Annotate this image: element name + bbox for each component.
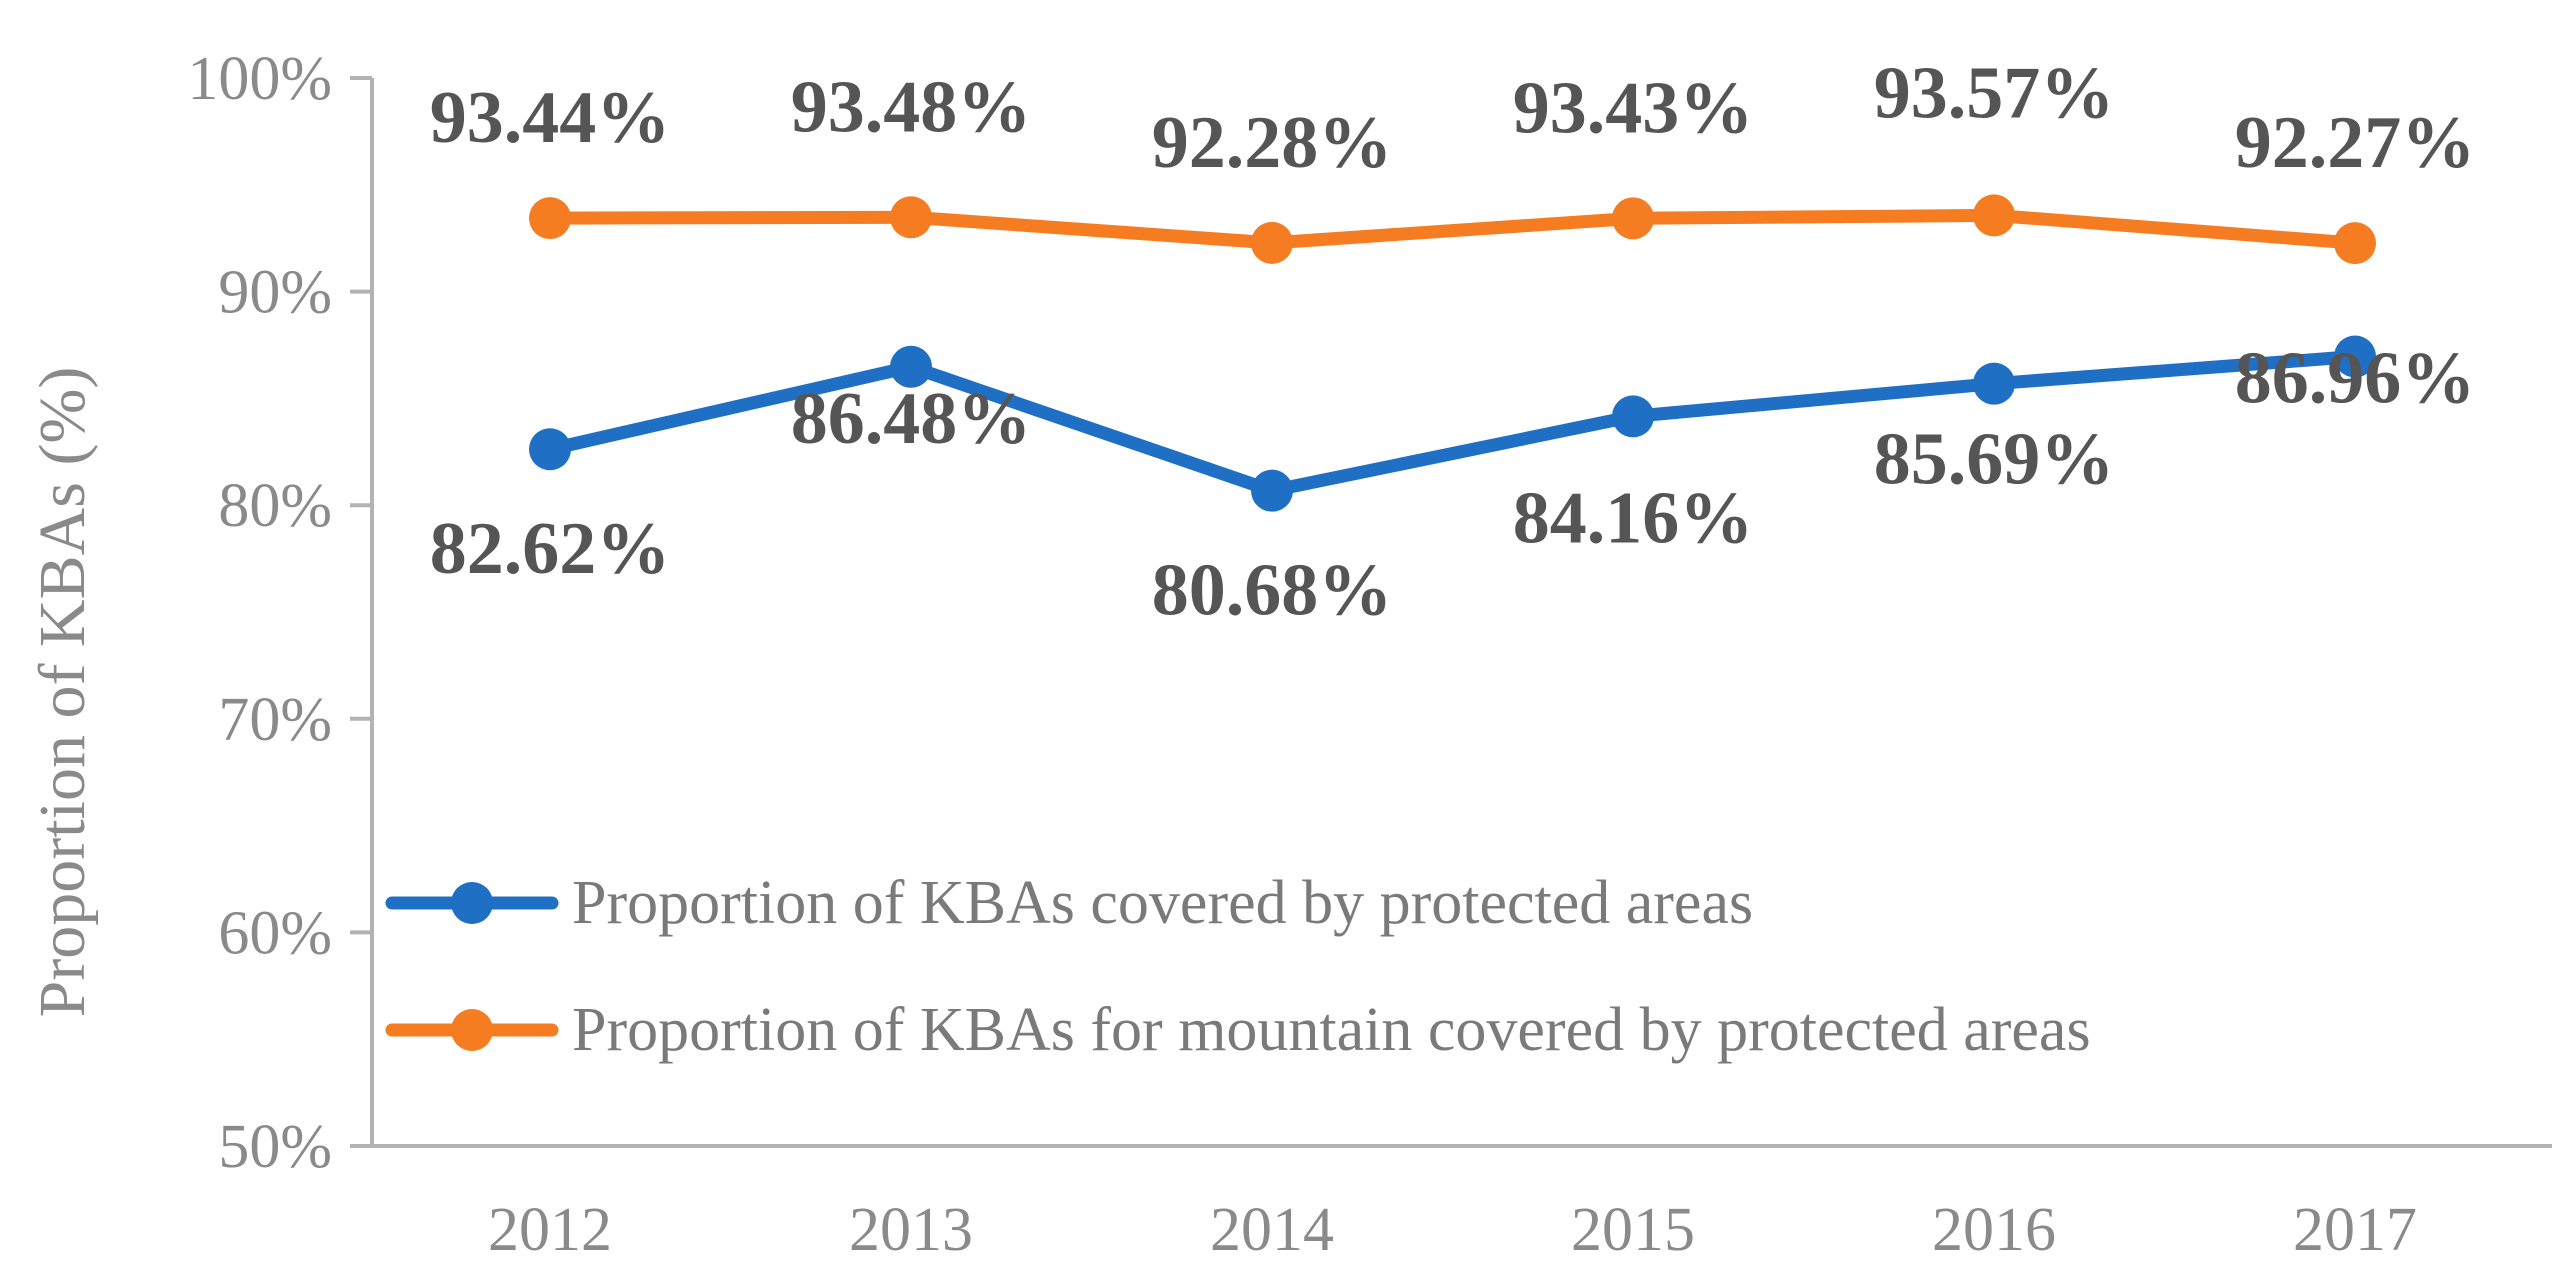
x-tick-label: 2017 bbox=[2293, 1196, 2417, 1264]
series-line-2 bbox=[543, 208, 2362, 250]
data-labels: 82.62% 86.48% 80.68% 84.16% 85.69% 86.96% 93.4… bbox=[430, 52, 2476, 631]
legend-entry-label: Proportion of KBAs covered by protected … bbox=[572, 869, 1753, 937]
y-axis-ticks: 50% 60% 70% 80% 90% 100% bbox=[187, 45, 372, 1181]
series-2-point bbox=[1251, 221, 1293, 264]
y-tick-label: 90% bbox=[218, 259, 332, 327]
series-1-point bbox=[1612, 395, 1654, 438]
x-tick-label: 2014 bbox=[1210, 1196, 1334, 1264]
y-tick-label: 50% bbox=[218, 1113, 332, 1181]
legend-swatch-marker bbox=[451, 882, 493, 924]
x-tick-label: 2015 bbox=[1571, 1196, 1695, 1264]
series-1-data-label: 86.48% bbox=[791, 378, 1032, 460]
series-2-data-label: 93.43% bbox=[1513, 67, 1754, 149]
series-2-data-label: 93.48% bbox=[791, 66, 1032, 148]
series-1-data-label: 82.62% bbox=[430, 508, 671, 590]
series-1-data-label: 84.16% bbox=[1513, 477, 1754, 559]
series-1-point bbox=[529, 428, 571, 471]
y-axis-label: Proportion of KBAs (%) bbox=[26, 367, 99, 1018]
x-tick-label: 2016 bbox=[1932, 1196, 2056, 1264]
series-2-data-label: 93.44% bbox=[430, 77, 671, 159]
series-2-point bbox=[1973, 194, 2015, 237]
legend-swatch-marker bbox=[451, 1009, 493, 1051]
series-1-data-label: 86.96% bbox=[2235, 338, 2476, 420]
axes bbox=[370, 78, 2552, 1148]
y-tick-label: 80% bbox=[218, 472, 332, 540]
series-1-data-label: 85.69% bbox=[1874, 419, 2115, 501]
series-line-1 bbox=[543, 350, 2362, 498]
series-2-data-label: 92.27% bbox=[2235, 102, 2476, 184]
series-1-point bbox=[1251, 469, 1293, 512]
y-tick-label: 70% bbox=[218, 686, 332, 754]
series-1-point bbox=[2334, 335, 2376, 378]
series-2-point bbox=[529, 197, 571, 240]
series-1-data-label: 80.68% bbox=[1152, 550, 1393, 632]
series-1-point bbox=[890, 345, 932, 388]
series-2-point bbox=[1612, 197, 1654, 240]
series-2-point bbox=[2334, 222, 2376, 265]
x-tick-label: 2012 bbox=[488, 1196, 612, 1264]
series-2-data-label: 92.28% bbox=[1152, 102, 1393, 184]
series-2-data-label: 93.57% bbox=[1874, 52, 2115, 134]
series-1-point bbox=[1973, 362, 2015, 405]
legend: Proportion of KBAs covered by protected … bbox=[385, 869, 2091, 1064]
x-axis-ticks: 2012 2013 2014 2015 2016 2017 bbox=[488, 1196, 2417, 1264]
legend-entry-label: Proportion of KBAs for mountain covered … bbox=[572, 996, 2091, 1064]
x-tick-label: 2013 bbox=[849, 1196, 973, 1264]
y-tick-label: 60% bbox=[218, 899, 332, 967]
series-2-point bbox=[890, 196, 932, 239]
series-layer bbox=[529, 194, 2376, 512]
y-tick-label: 100% bbox=[187, 45, 332, 113]
